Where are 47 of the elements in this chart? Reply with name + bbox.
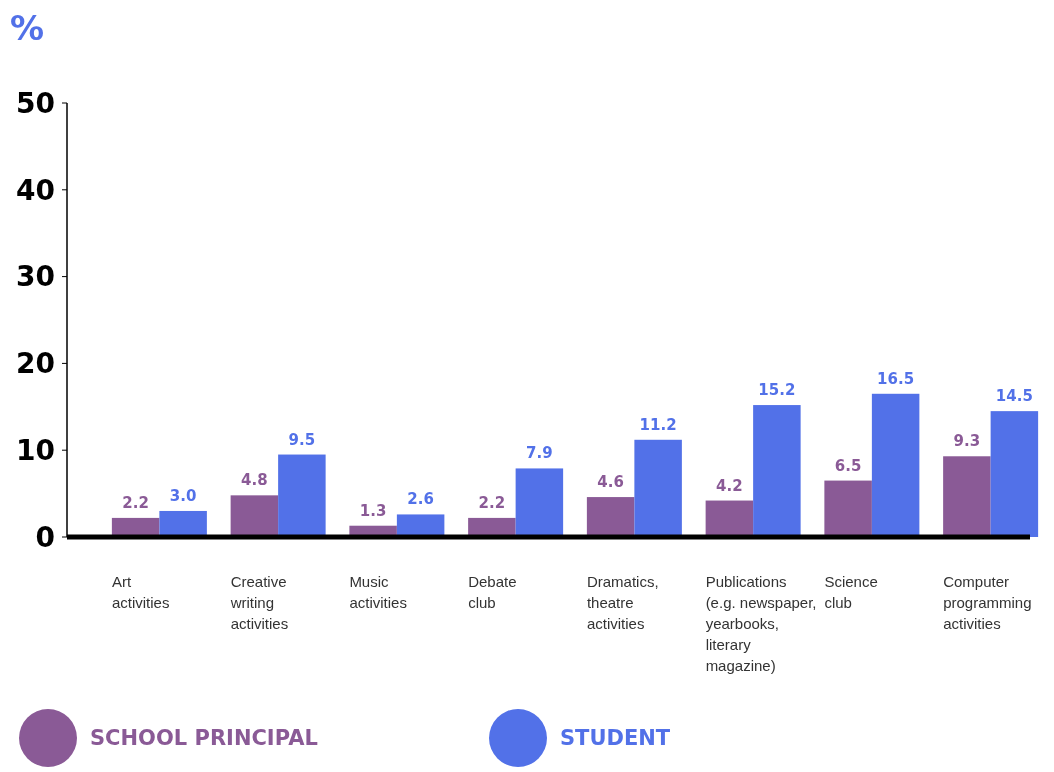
y-tick-label: 20 (16, 347, 55, 381)
data-label: 14.5 (995, 387, 1033, 406)
y-axis-title: % (10, 8, 45, 48)
bar (396, 514, 445, 537)
x-tick-label: Debate club (468, 573, 517, 611)
data-label: 4.8 (241, 471, 268, 490)
data-label: 1.3 (359, 501, 387, 520)
bar (753, 405, 801, 537)
y-tick-label: 30 (16, 260, 55, 294)
bar (943, 456, 991, 537)
bar (824, 480, 872, 537)
text: STUDENT (560, 726, 671, 751)
bar (278, 454, 326, 537)
data-label: 2.6 (407, 490, 434, 509)
text: SCHOOL PRINCIPAL (90, 726, 318, 751)
x-tick-label: Computer programming activities (943, 573, 1032, 632)
data-label: 6.5 (834, 456, 862, 475)
data-label: 2.2 (478, 493, 506, 512)
y-tick-label: 40 (16, 173, 55, 207)
bar (586, 497, 635, 537)
bar (159, 510, 207, 537)
bar (634, 439, 682, 537)
x-tick-label: Science club (824, 573, 878, 611)
x-tick-label: Music activities (349, 573, 407, 611)
y-tick-label: 50 (16, 86, 55, 120)
data-label: 15.2 (758, 381, 796, 400)
bar (515, 468, 564, 537)
data-label: 9.5 (288, 430, 316, 449)
x-tick-label: Publications (e.g. newspaper, yearbooks, literary magazine) (705, 573, 817, 674)
bar (230, 495, 279, 537)
y-tick-label: 10 (16, 434, 55, 467)
bar (990, 411, 1039, 537)
bar (468, 517, 516, 537)
x-tick-label: Art activities (111, 573, 170, 611)
data-label: 11.2 (639, 415, 677, 434)
data-label: 4.6 (597, 473, 624, 492)
data-label: 4.2 (716, 476, 743, 495)
data-label: 9.3 (953, 432, 981, 451)
x-tick-label: Creative writing activities (229, 573, 289, 632)
y-tick-label: 0 (35, 520, 55, 554)
bar (871, 393, 920, 537)
data-label: 7.9 (526, 444, 553, 463)
data-label: 3.0 (169, 486, 197, 505)
bar (705, 500, 754, 537)
x-tick-label: Dramatics, theatre activities (586, 573, 659, 632)
data-label: 2.2 (122, 493, 149, 512)
data-label: 16.5 (877, 369, 915, 388)
